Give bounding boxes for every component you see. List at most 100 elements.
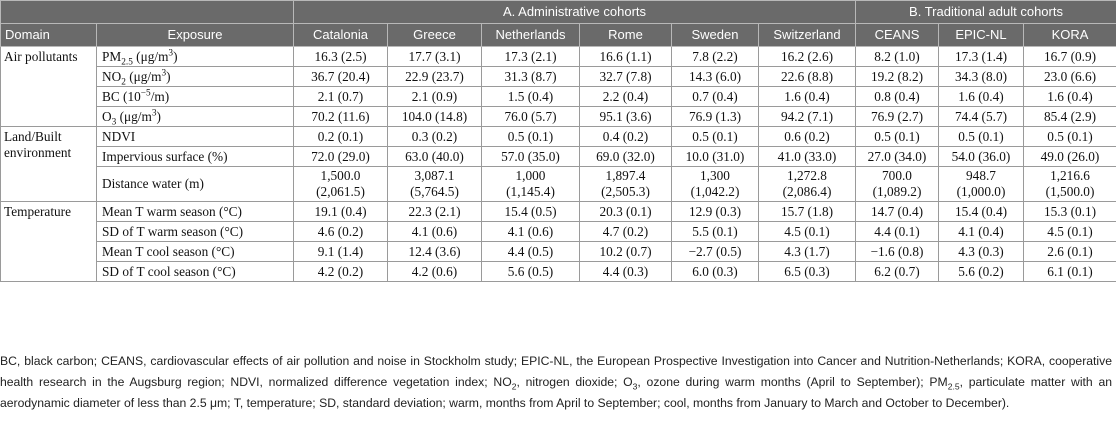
cell-value: 4.3 (0.3) xyxy=(938,241,1024,262)
cell-value: 104.0 (14.8) xyxy=(387,106,482,127)
cell-value: 16.7 (0.9) xyxy=(1022,46,1116,67)
exposure-mean-t-warm: Mean T warm season (°C) xyxy=(96,201,294,222)
exposure-ndvi: NDVI xyxy=(96,126,294,147)
cell-value: 6.0 (0.3) xyxy=(671,261,759,282)
table-row: O3 (μg/m3) 70.2 (11.6) 104.0 (14.8) 76.0… xyxy=(1,106,1116,127)
exposure-no2: NO2 (μg/m3) xyxy=(96,66,294,87)
cell-value: 16.6 (1.1) xyxy=(579,46,672,67)
cell-value: 5.6 (0.2) xyxy=(938,261,1024,282)
cell-value: 76.0 (5.7) xyxy=(481,106,580,127)
cell-value: 4.6 (0.2) xyxy=(293,221,388,242)
cell-value: 9.1 (1.4) xyxy=(293,241,388,262)
cell-value: 72.0 (29.0) xyxy=(293,146,388,167)
cell-value: 57.0 (35.0) xyxy=(481,146,580,167)
exposure-o3: O3 (μg/m3) xyxy=(96,106,294,127)
table-row: Air pollutants PM2.5 (μg/m3) 16.3 (2.5) … xyxy=(0,46,1116,127)
group-header-traditional: B. Traditional adult cohorts xyxy=(854,0,1116,24)
exposure-distance-water: Distance water (m) xyxy=(96,166,294,202)
cell-value: 19.1 (0.4) xyxy=(293,201,388,222)
cell-value: 5.5 (0.1) xyxy=(671,221,759,242)
domain-air-pollutants: Air pollutants xyxy=(0,46,97,127)
cell-value: 34.3 (8.0) xyxy=(938,66,1024,87)
cell-value: 15.7 (1.8) xyxy=(758,201,856,222)
cell-value: 6.1 (0.1) xyxy=(1022,261,1116,282)
table-row: Mean T cool season (°C) 9.1 (1.4) 12.4 (… xyxy=(1,241,1116,262)
cell-value: 1,216.6 (1,500.0) xyxy=(1022,166,1116,202)
exposure-impervious-surface: Impervious surface (%) xyxy=(96,146,294,167)
cell-value: 2.1 (0.7) xyxy=(293,86,388,107)
cell-value: 22.9 (23.7) xyxy=(387,66,482,87)
cell-value: 22.3 (2.1) xyxy=(387,201,482,222)
cell-value: 36.7 (20.4) xyxy=(293,66,388,87)
cell-value: 1,897.4 (2,505.3) xyxy=(579,166,672,202)
cell-value: 70.2 (11.6) xyxy=(293,106,388,127)
cell-value: 74.4 (5.7) xyxy=(938,106,1024,127)
cell-value: 16.2 (2.6) xyxy=(758,46,856,67)
exposure-sd-t-warm: SD of T warm season (°C) xyxy=(96,221,294,242)
cell-value: 14.3 (6.0) xyxy=(671,66,759,87)
cell-value: 14.7 (0.4) xyxy=(855,201,939,222)
col-header-cohort: Sweden xyxy=(671,23,759,47)
cell-value: 1.6 (0.4) xyxy=(1022,86,1116,107)
col-header-domain: Domain xyxy=(0,23,97,47)
cell-value: 85.4 (2.9) xyxy=(1022,106,1116,127)
cell-value: 76.9 (2.7) xyxy=(855,106,939,127)
cell-value: 76.9 (1.3) xyxy=(671,106,759,127)
cell-value: 17.3 (1.4) xyxy=(938,46,1024,67)
cell-value: 0.3 (0.2) xyxy=(387,126,482,147)
col-header-cohort: KORA xyxy=(1022,23,1116,47)
cell-value: 17.7 (3.1) xyxy=(387,46,482,67)
table-row: Temperature Mean T warm season (°C) 19.1… xyxy=(0,201,1116,282)
cell-value: 2.6 (0.1) xyxy=(1022,241,1116,262)
cell-value: 69.0 (32.0) xyxy=(579,146,672,167)
exposure-bc: BC (10−5/m) xyxy=(96,86,294,107)
group-header-administrative: A. Administrative cohorts xyxy=(293,0,856,24)
cell-value: 7.8 (2.2) xyxy=(671,46,759,67)
domain-temperature: Temperature xyxy=(0,201,97,282)
col-header-cohort: EPIC-NL xyxy=(938,23,1024,47)
cell-value: 23.0 (6.6) xyxy=(1022,66,1116,87)
exposure-sd-t-cool: SD of T cool season (°C) xyxy=(96,261,294,282)
cell-value: 22.6 (8.8) xyxy=(758,66,856,87)
cell-value: 4.3 (1.7) xyxy=(758,241,856,262)
cell-value: 4.1 (0.6) xyxy=(387,221,482,242)
col-header-cohort: CEANS xyxy=(855,23,939,47)
cell-value: 1.6 (0.4) xyxy=(758,86,856,107)
cell-value: 0.5 (0.1) xyxy=(671,126,759,147)
cell-value: 4.2 (0.2) xyxy=(293,261,388,282)
table-row: Impervious surface (%) 72.0 (29.0) 63.0 … xyxy=(1,146,1116,167)
cell-value: 4.4 (0.5) xyxy=(481,241,580,262)
cell-value: 0.2 (0.1) xyxy=(293,126,388,147)
cell-value: 15.3 (0.1) xyxy=(1022,201,1116,222)
exposure-pm25: PM2.5 (μg/m3) xyxy=(96,46,294,67)
cell-value: 54.0 (36.0) xyxy=(938,146,1024,167)
cell-value: 1,272.8 (2,086.4) xyxy=(758,166,856,202)
cell-value: 4.5 (0.1) xyxy=(758,221,856,242)
cell-value: 10.2 (0.7) xyxy=(579,241,672,262)
cell-value: 0.6 (0.2) xyxy=(758,126,856,147)
cohort-group-header-row: A. Administrative cohorts B. Traditional… xyxy=(0,0,1116,24)
cell-value: 32.7 (7.8) xyxy=(579,66,672,87)
cell-value: 15.4 (0.5) xyxy=(481,201,580,222)
cell-value: 0.5 (0.1) xyxy=(938,126,1024,147)
cell-value: 4.2 (0.6) xyxy=(387,261,482,282)
cell-value: 12.9 (0.3) xyxy=(671,201,759,222)
cell-value: 4.1 (0.4) xyxy=(938,221,1024,242)
col-header-exposure: Exposure xyxy=(96,23,294,47)
table-footnote: BC, black carbon; CEANS, cardiovascular … xyxy=(0,354,1113,410)
cell-value: 2.2 (0.4) xyxy=(579,86,672,107)
col-header-cohort: Catalonia xyxy=(293,23,388,47)
cell-value: −1.6 (0.8) xyxy=(855,241,939,262)
table-row: SD of T cool season (°C) 4.2 (0.2) 4.2 (… xyxy=(1,261,1116,282)
col-header-cohort: Netherlands xyxy=(481,23,580,47)
cell-value: 4.1 (0.6) xyxy=(481,221,580,242)
cell-value: 0.5 (0.1) xyxy=(1022,126,1116,147)
cell-value: 1,000 (1,145.4) xyxy=(481,166,580,202)
cell-value: −2.7 (0.5) xyxy=(671,241,759,262)
cell-value: 63.0 (40.0) xyxy=(387,146,482,167)
cell-value: 15.4 (0.4) xyxy=(938,201,1024,222)
cell-value: 20.3 (0.1) xyxy=(579,201,672,222)
cell-value: 700.0 (1,089.2) xyxy=(855,166,939,202)
cell-value: 49.0 (26.0) xyxy=(1022,146,1116,167)
column-header-row: Domain Exposure Catalonia Greece Netherl… xyxy=(0,23,1116,47)
